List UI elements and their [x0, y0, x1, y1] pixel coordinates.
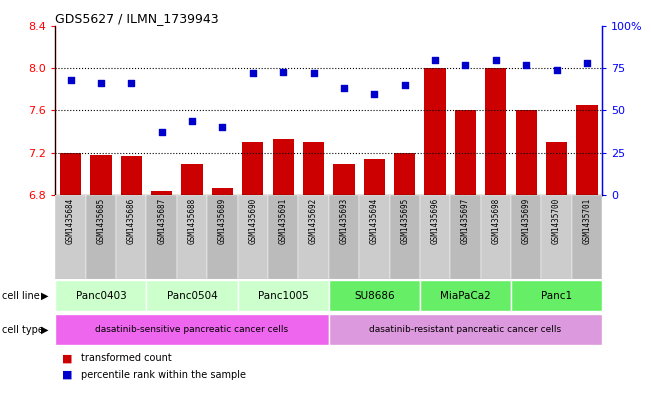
Text: ■: ■	[62, 353, 72, 363]
Bar	[516, 110, 537, 195]
Bar	[546, 142, 567, 195]
Point	[430, 57, 440, 63]
Point	[278, 68, 288, 75]
Bar	[572, 195, 602, 279]
Bar	[242, 142, 264, 195]
Text: ■: ■	[62, 370, 72, 380]
Bar	[298, 195, 329, 279]
Text: SU8686: SU8686	[354, 290, 395, 301]
Bar	[364, 159, 385, 195]
Text: dasatinib-resistant pancreatic cancer cells: dasatinib-resistant pancreatic cancer ce…	[369, 325, 562, 334]
Point	[460, 62, 471, 68]
Text: GSM1435685: GSM1435685	[96, 197, 105, 244]
Point	[309, 70, 319, 76]
Text: transformed count: transformed count	[81, 353, 172, 363]
Bar	[420, 280, 511, 311]
Bar	[333, 164, 355, 195]
Text: GDS5627 / ILMN_1739943: GDS5627 / ILMN_1739943	[55, 12, 219, 25]
Point	[96, 80, 106, 86]
Text: Panc0504: Panc0504	[167, 290, 217, 301]
Text: GSM1435689: GSM1435689	[218, 197, 227, 244]
Point	[156, 129, 167, 136]
Bar	[420, 195, 450, 279]
Point	[369, 90, 380, 97]
Bar	[207, 195, 238, 279]
Bar	[329, 280, 420, 311]
Text: GSM1435687: GSM1435687	[157, 197, 166, 244]
Bar	[480, 195, 511, 279]
Bar	[455, 110, 476, 195]
Point	[551, 67, 562, 73]
Text: GSM1435688: GSM1435688	[187, 197, 197, 244]
Bar	[90, 155, 111, 195]
Bar	[86, 195, 116, 279]
Bar	[273, 139, 294, 195]
Bar	[268, 195, 298, 279]
Bar	[55, 314, 329, 345]
Point	[521, 62, 531, 68]
Bar	[146, 280, 238, 311]
Point	[217, 124, 228, 130]
Bar	[389, 195, 420, 279]
Text: cell type: cell type	[2, 325, 44, 335]
Text: GSM1435691: GSM1435691	[279, 197, 288, 244]
Bar	[394, 152, 415, 195]
Text: ▶: ▶	[41, 325, 49, 335]
Bar	[60, 152, 81, 195]
Bar	[576, 105, 598, 195]
Text: GSM1435700: GSM1435700	[552, 197, 561, 244]
Bar	[359, 195, 389, 279]
Bar	[120, 156, 142, 195]
Bar	[238, 195, 268, 279]
Point	[187, 118, 197, 124]
Bar	[238, 280, 329, 311]
Bar	[303, 142, 324, 195]
Point	[491, 57, 501, 63]
Bar	[55, 280, 146, 311]
Text: ▶: ▶	[41, 290, 49, 301]
Bar	[146, 195, 177, 279]
Bar	[511, 195, 542, 279]
Text: percentile rank within the sample: percentile rank within the sample	[81, 370, 246, 380]
Point	[65, 77, 76, 83]
Bar	[424, 68, 446, 195]
Point	[339, 85, 349, 92]
Text: cell line: cell line	[2, 290, 40, 301]
Text: GSM1435695: GSM1435695	[400, 197, 409, 244]
Point	[126, 80, 137, 86]
Text: GSM1435699: GSM1435699	[521, 197, 531, 244]
Bar	[55, 195, 86, 279]
Text: GSM1435686: GSM1435686	[127, 197, 136, 244]
Point	[400, 82, 410, 88]
Bar	[450, 195, 480, 279]
Text: Panc1: Panc1	[541, 290, 572, 301]
Text: GSM1435692: GSM1435692	[309, 197, 318, 244]
Bar	[212, 187, 233, 195]
Text: GSM1435697: GSM1435697	[461, 197, 470, 244]
Bar	[151, 191, 173, 195]
Bar	[329, 195, 359, 279]
Text: GSM1435694: GSM1435694	[370, 197, 379, 244]
Text: GSM1435698: GSM1435698	[492, 197, 501, 244]
Text: Panc1005: Panc1005	[258, 290, 309, 301]
Bar	[542, 195, 572, 279]
Text: GSM1435693: GSM1435693	[339, 197, 348, 244]
Text: GSM1435684: GSM1435684	[66, 197, 75, 244]
Text: GSM1435690: GSM1435690	[248, 197, 257, 244]
Point	[247, 70, 258, 76]
Bar	[182, 164, 202, 195]
Text: dasatinib-sensitive pancreatic cancer cells: dasatinib-sensitive pancreatic cancer ce…	[96, 325, 288, 334]
Bar	[485, 68, 506, 195]
Bar	[116, 195, 146, 279]
Bar	[177, 195, 207, 279]
Text: MiaPaCa2: MiaPaCa2	[440, 290, 491, 301]
Text: GSM1435701: GSM1435701	[583, 197, 592, 244]
Text: GSM1435696: GSM1435696	[430, 197, 439, 244]
Text: Panc0403: Panc0403	[76, 290, 126, 301]
Bar	[329, 314, 602, 345]
Bar	[511, 280, 602, 311]
Point	[582, 60, 592, 66]
